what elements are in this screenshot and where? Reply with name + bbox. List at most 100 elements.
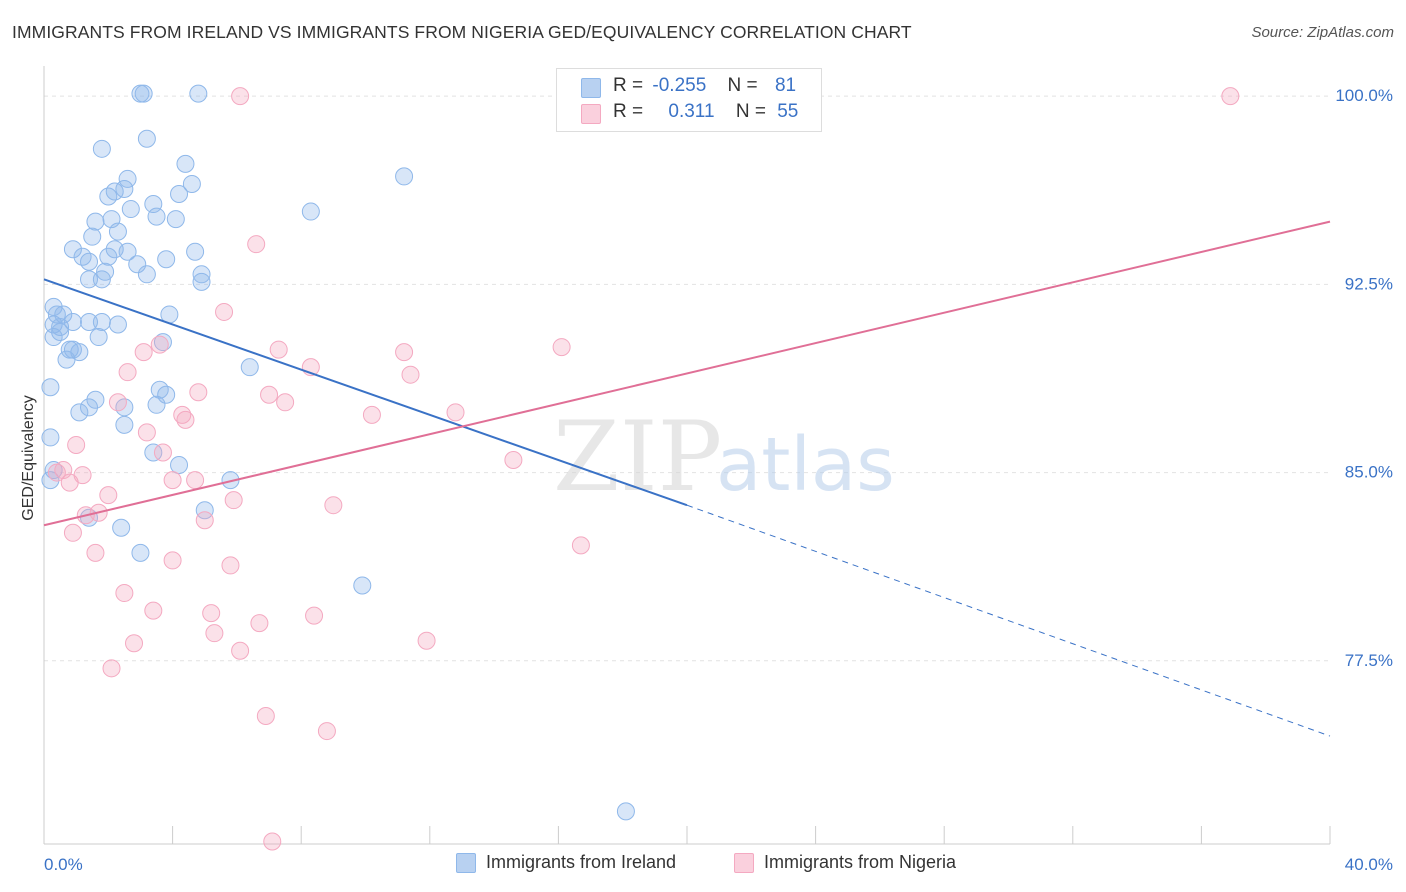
y-axis-label: GED/Equivalency xyxy=(20,395,37,520)
y-tick-label: 85.0% xyxy=(1345,463,1393,482)
legend-swatch-ireland xyxy=(581,78,601,98)
nigeria-point xyxy=(446,403,465,422)
bottom-legend-swatch-ireland xyxy=(456,853,476,873)
ireland-point xyxy=(131,543,150,562)
ireland-point xyxy=(118,169,137,188)
nigeria-point xyxy=(305,606,324,625)
ireland-point xyxy=(80,312,99,331)
ireland-point xyxy=(92,139,111,158)
nigeria-point xyxy=(224,491,243,510)
ireland-point xyxy=(128,255,147,274)
legend-n-label: N = xyxy=(727,75,758,96)
ireland-point xyxy=(92,270,111,289)
series-ireland-points xyxy=(41,84,635,821)
x-tick-label-max: 40.0% xyxy=(1345,855,1393,874)
nigeria-point xyxy=(205,624,224,643)
ireland-point xyxy=(186,242,205,261)
y-tick-label: 77.5% xyxy=(1345,651,1393,670)
ireland-point xyxy=(41,378,60,397)
gridlines xyxy=(44,95,1330,662)
ireland-point xyxy=(118,242,137,261)
nigeria-point xyxy=(317,722,336,741)
legend-n-value-nigeria: 55 xyxy=(777,101,799,122)
ireland-point xyxy=(157,250,176,269)
ireland-point xyxy=(86,390,105,409)
ireland-point xyxy=(192,272,211,291)
ireland-point xyxy=(166,210,185,229)
nigeria-point xyxy=(571,536,590,555)
source-credit: Source: ZipAtlas.com xyxy=(1251,24,1394,41)
nigeria-point xyxy=(163,471,182,490)
ireland-point xyxy=(115,179,134,198)
nigeria-point xyxy=(195,511,214,530)
ireland-point xyxy=(63,312,82,331)
nigeria-point xyxy=(144,601,163,620)
nigeria-point xyxy=(163,551,182,570)
ireland-point xyxy=(80,398,99,417)
nigeria-trendline xyxy=(43,220,1331,527)
y-tick-label: 92.5% xyxy=(1345,274,1393,293)
ireland-point xyxy=(80,270,99,289)
ireland-point xyxy=(240,358,259,377)
tick-labels: 77.5% 85.0% 92.5% 100.0% 0.0% 40.0% xyxy=(44,86,1393,874)
nigeria-point xyxy=(250,614,269,633)
watermark-atlas: atlas xyxy=(716,422,895,508)
nigeria-point xyxy=(73,466,92,485)
nigeria-point xyxy=(260,385,279,404)
ireland-point xyxy=(108,222,127,241)
ireland-point xyxy=(170,456,189,475)
nigeria-point xyxy=(125,634,144,653)
ireland-point xyxy=(70,403,89,422)
nigeria-point xyxy=(102,659,121,678)
ireland-point xyxy=(176,154,195,173)
nigeria-point xyxy=(324,496,343,515)
legend-r-value-ireland: -0.255 xyxy=(652,75,707,96)
ireland-point xyxy=(112,518,131,537)
nigeria-point xyxy=(137,423,156,442)
nigeria-point xyxy=(63,523,82,542)
legend-r-label: R = xyxy=(613,101,644,122)
nigeria-point xyxy=(176,410,195,429)
nigeria-point xyxy=(150,335,169,354)
ireland-point xyxy=(147,207,166,226)
bottom-legend-swatch-nigeria xyxy=(734,853,754,873)
ireland-point xyxy=(301,202,320,221)
ireland-point xyxy=(144,443,163,462)
nigeria-point xyxy=(118,363,137,382)
stats-legend: R = -0.255 N = 81 R = 0.311 N = 55 xyxy=(556,68,822,132)
ireland-point xyxy=(147,395,166,414)
ireland-point xyxy=(57,350,76,369)
legend-r-value-nigeria: 0.311 xyxy=(668,101,715,122)
ireland-point xyxy=(616,802,635,821)
ireland-point xyxy=(137,129,156,148)
nigeria-point xyxy=(417,631,436,650)
y-tick-label: 100.0% xyxy=(1335,86,1393,105)
series-nigeria-points xyxy=(47,87,1240,851)
trendlines xyxy=(43,220,1331,737)
nigeria-point xyxy=(215,302,234,321)
nigeria-point xyxy=(202,604,221,623)
ireland-point xyxy=(121,200,140,219)
ireland-point xyxy=(41,428,60,447)
nigeria-point xyxy=(173,405,192,424)
ireland-point xyxy=(108,315,127,334)
ireland-point xyxy=(189,84,208,103)
nigeria-point xyxy=(1221,87,1240,106)
nigeria-point xyxy=(276,393,295,412)
nigeria-point xyxy=(108,393,127,412)
ireland-point xyxy=(195,501,214,520)
ireland-point xyxy=(192,265,211,284)
ireland-point xyxy=(170,184,189,203)
watermark: ZIP atlas xyxy=(553,401,895,513)
nigeria-point xyxy=(395,343,414,362)
ireland-point xyxy=(89,328,108,347)
watermark-zip: ZIP xyxy=(553,401,722,513)
legend-n-label: N = xyxy=(735,101,766,122)
nigeria-point xyxy=(153,443,172,462)
nigeria-point xyxy=(263,832,282,851)
nigeria-point xyxy=(504,451,523,470)
ireland-point xyxy=(41,471,60,490)
ireland-trendline xyxy=(43,278,688,507)
x-tick-label-min: 0.0% xyxy=(44,855,83,874)
nigeria-point xyxy=(186,471,205,490)
